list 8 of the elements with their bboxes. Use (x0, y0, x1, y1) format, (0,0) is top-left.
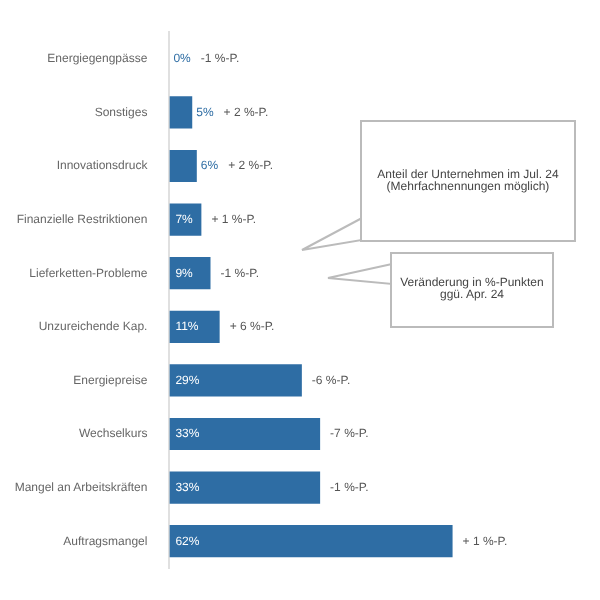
bar (169, 149, 197, 183)
bar (169, 471, 321, 504)
bar (169, 96, 193, 129)
bar (169, 257, 211, 290)
bar (169, 364, 302, 397)
bar (169, 525, 453, 558)
bar (169, 417, 321, 451)
bar (169, 310, 220, 343)
